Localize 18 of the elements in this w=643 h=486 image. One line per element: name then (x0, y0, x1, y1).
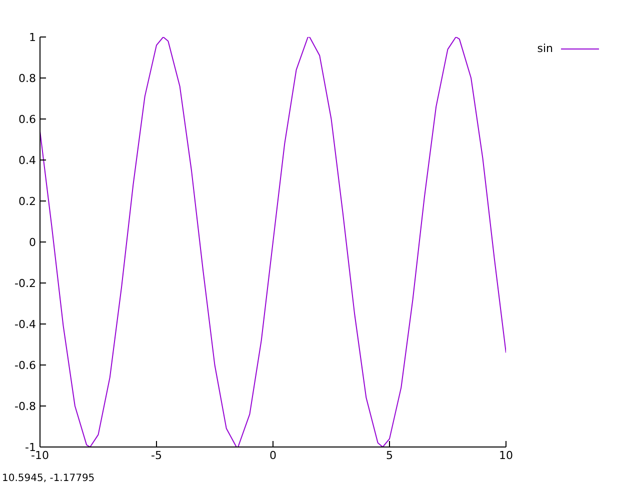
y-tick-label: 0.2 (18, 194, 36, 208)
x-tick-label: -5 (151, 448, 162, 462)
y-tick-label: 1 (29, 30, 36, 44)
y-tick-label: -0.2 (14, 276, 36, 290)
y-tick-label: 0.8 (18, 72, 36, 85)
text: 10.5945, -1.17795 (2, 473, 95, 484)
legend-label: sin (537, 42, 553, 55)
y-tick-label: -0.6 (14, 358, 36, 372)
y-tick-label: 0.4 (18, 154, 36, 167)
y-tick-label: 0 (29, 236, 36, 249)
x-tick-label: 10 (499, 448, 513, 462)
x-tick-label: 5 (386, 448, 393, 462)
y-tick-label: 0.6 (18, 112, 36, 126)
y-tick-label: -1 (25, 440, 36, 454)
y-tick-label: -0.8 (14, 400, 36, 413)
x-tick-label: 0 (270, 448, 276, 462)
y-tick-label: -0.4 (14, 318, 36, 331)
line-series (40, 37, 506, 447)
